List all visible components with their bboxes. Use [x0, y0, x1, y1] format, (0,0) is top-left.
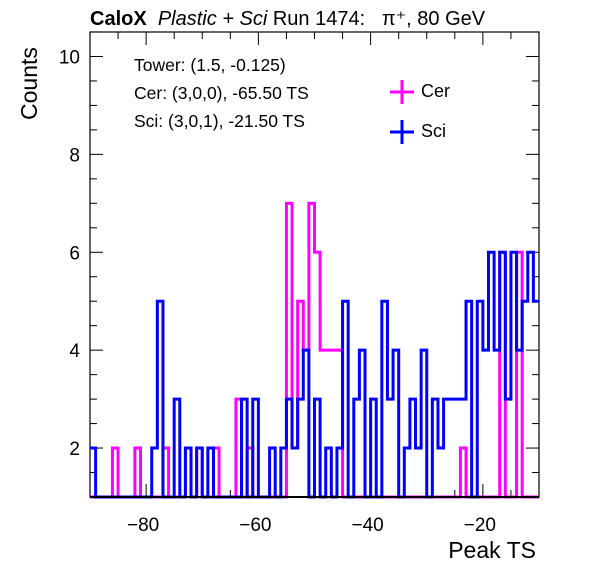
chart-title: CaloX Plastic + Sci Run 1474: π⁺, 80 GeV	[90, 6, 485, 31]
y-tick-label: 4	[69, 341, 80, 362]
tower-info: Tower: (1.5, -0.125)	[134, 55, 286, 75]
x-tick-label: −80	[127, 515, 159, 536]
x-axis-label: Peak TS	[448, 537, 536, 563]
y-tick-label: 2	[69, 439, 80, 460]
y-tick-label: 8	[69, 145, 80, 166]
y-tick-label: 10	[59, 47, 80, 68]
y-axis-label: Counts	[16, 47, 42, 120]
x-tick-label: −20	[464, 515, 496, 536]
sci-info: Sci: (3,0,1), -21.50 TS	[134, 111, 305, 131]
x-tick-label: −40	[352, 515, 384, 536]
title-experiment: CaloX	[90, 8, 147, 30]
x-tick-label: −60	[239, 515, 271, 536]
legend-label-cer: Cer	[421, 81, 451, 101]
cer-info: Cer: (3,0,0), -65.50 TS	[134, 83, 309, 103]
title-beam: π⁺, 80 GeV	[381, 8, 486, 30]
histogram-sci-series	[90, 250, 539, 499]
title-run: Run 1474:	[272, 8, 366, 30]
title-detector: Plastic + Sci	[157, 8, 268, 30]
legend-marker-sci	[390, 120, 414, 144]
legend-label-sci: Sci	[421, 121, 447, 141]
legend-marker-cer	[390, 80, 414, 104]
y-tick-label: 6	[69, 243, 80, 264]
